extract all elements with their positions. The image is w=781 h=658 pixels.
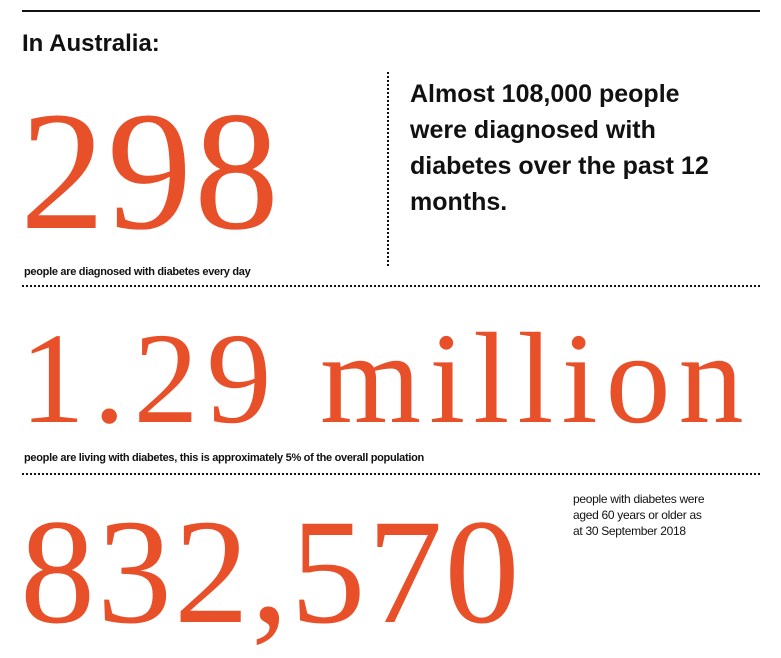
stat-daily-caption: people are diagnosed with diabetes every… — [24, 266, 251, 278]
vertical-divider — [387, 72, 389, 266]
stat-over60-value: 832,570 — [20, 489, 522, 655]
side-note: Almost 108,000 people were diagnosed wit… — [410, 80, 709, 216]
stat-over60-caption: people with diabetes were aged 60 years … — [573, 492, 705, 538]
stat-daily-value: 298 — [20, 77, 281, 265]
stat-total-caption: people are living with diabetes, this is… — [24, 452, 424, 464]
divider — [22, 285, 760, 287]
stat-total-value: 1.29 million — [20, 307, 752, 451]
heading: In Australia: — [22, 30, 160, 57]
top-rule — [22, 10, 760, 12]
divider — [22, 473, 760, 475]
